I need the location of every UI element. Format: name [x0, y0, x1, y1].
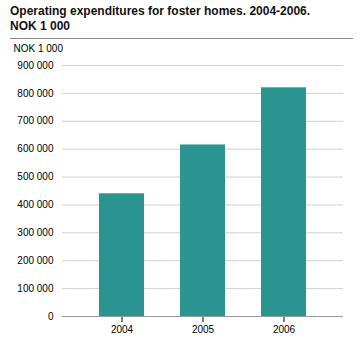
- html-text:NOK 1 000: NOK 1 000: [10, 19, 70, 33]
- svg-text:700 000: 700 000: [17, 115, 54, 126]
- svg-text:400 000: 400 000: [17, 199, 54, 210]
- svg-text:2004: 2004: [111, 324, 134, 335]
- svg-text:0: 0: [48, 311, 54, 322]
- svg-text:500 000: 500 000: [17, 171, 54, 182]
- svg-text:100 000: 100 000: [17, 283, 54, 294]
- svg-text:200 000: 200 000: [17, 255, 54, 266]
- html-text:Operating expenditures for fos: Operating expenditures for foster homes.…: [10, 4, 311, 18]
- svg-text:2005: 2005: [192, 324, 215, 335]
- svg-text:600 000: 600 000: [17, 143, 54, 154]
- svg-text:NOK 1 000: NOK 1 000: [14, 43, 64, 54]
- svg-text:2006: 2006: [273, 324, 296, 335]
- svg-text:300 000: 300 000: [17, 227, 54, 238]
- svg-text:800 000: 800 000: [17, 88, 54, 99]
- svg-text:900 000: 900 000: [17, 60, 54, 71]
